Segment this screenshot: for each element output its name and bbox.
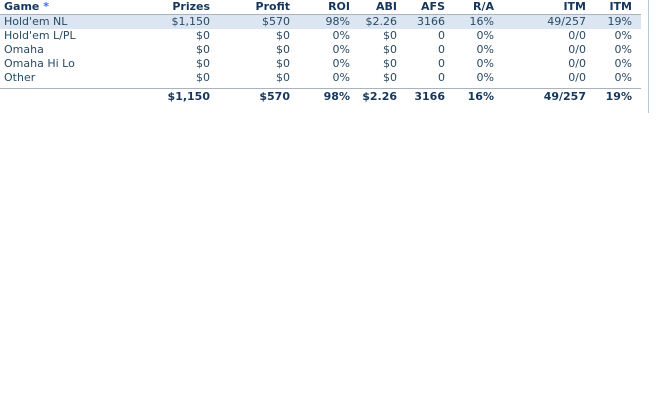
- cell-afs: 0: [438, 71, 445, 84]
- row-holdem-lpl[interactable]: Hold'em L/PL $0 $0 0% $0 0 0% 0/0 0%: [0, 29, 641, 43]
- totals-afs: 3166: [397, 87, 445, 105]
- totals-itm-pct: 19%: [586, 87, 641, 105]
- cell-abi: $2.26: [350, 14, 397, 29]
- row-other[interactable]: Other $0 $0 0% $0 0 0% 0/0 0%: [0, 71, 641, 85]
- totals-abi: $2.26: [350, 87, 397, 105]
- cell-abi: $0: [383, 29, 397, 42]
- cell-afs: 0: [438, 29, 445, 42]
- cell-afs: 0: [438, 57, 445, 70]
- cell-profit: $0: [276, 71, 290, 84]
- cell-profit: $0: [276, 29, 290, 42]
- cell-ra: 0%: [476, 57, 494, 70]
- cell-roi: 0%: [332, 29, 350, 42]
- cell-itm: 0/0: [568, 43, 586, 56]
- cell-prizes: $1,150: [140, 14, 210, 29]
- cell-game: Hold'em L/PL: [4, 29, 76, 42]
- totals-itm: 49/257: [494, 87, 586, 105]
- totals-prizes: $1,150: [140, 87, 210, 105]
- totals-row: $1,150 $570 98% $2.26 3166 16% 49/257 19…: [0, 87, 641, 105]
- cell-roi: 98%: [290, 14, 350, 29]
- column-header-afs[interactable]: AFS: [397, 0, 445, 15]
- cell-ra: 0%: [476, 71, 494, 84]
- cell-profit: $0: [276, 43, 290, 56]
- vertical-divider: [648, 0, 649, 113]
- column-header-roi[interactable]: ROI: [290, 0, 350, 15]
- cell-prizes: $0: [196, 57, 210, 70]
- cell-game: Omaha: [4, 43, 44, 56]
- cell-roi: 0%: [332, 71, 350, 84]
- column-header-game[interactable]: Game *: [0, 0, 140, 15]
- cell-itm-pct: 0%: [614, 71, 632, 84]
- cell-itm: 49/257: [494, 14, 586, 29]
- row-omaha-hi-lo[interactable]: Omaha Hi Lo $0 $0 0% $0 0 0% 0/0 0%: [0, 57, 641, 71]
- column-header-itm-pct[interactable]: ITM: [586, 0, 641, 15]
- cell-roi: 0%: [332, 57, 350, 70]
- cell-itm-pct: 0%: [614, 43, 632, 56]
- cell-ra: 0%: [476, 29, 494, 42]
- header-row: Game * Prizes Profit ROI ABI AFS R/A ITM…: [0, 0, 641, 15]
- cell-itm: 0/0: [568, 57, 586, 70]
- cell-profit: $570: [210, 14, 290, 29]
- cell-afs: 0: [438, 43, 445, 56]
- cell-game: Omaha Hi Lo: [4, 57, 75, 70]
- totals-roi: 98%: [290, 87, 350, 105]
- sort-indicator: *: [43, 0, 49, 13]
- cell-abi: $0: [383, 43, 397, 56]
- cell-itm: 0/0: [568, 71, 586, 84]
- column-header-abi[interactable]: ABI: [350, 0, 397, 15]
- cell-game: Hold'em NL: [0, 14, 140, 29]
- cell-abi: $0: [383, 57, 397, 70]
- cell-itm-pct: 0%: [614, 29, 632, 42]
- cell-prizes: $0: [196, 29, 210, 42]
- column-header-game-label: Game: [4, 0, 40, 13]
- cell-afs: 3166: [397, 14, 445, 29]
- cell-roi: 0%: [332, 43, 350, 56]
- totals-profit: $570: [210, 87, 290, 105]
- column-header-prizes[interactable]: Prizes: [140, 0, 210, 15]
- column-header-itm[interactable]: ITM: [494, 0, 586, 15]
- row-holdem-nl[interactable]: Hold'em NL $1,150 $570 98% $2.26 3166 16…: [0, 14, 641, 29]
- totals-game-cell: [0, 87, 140, 105]
- cell-ra: 0%: [476, 43, 494, 56]
- cell-itm: 0/0: [568, 29, 586, 42]
- cell-abi: $0: [383, 71, 397, 84]
- cell-profit: $0: [276, 57, 290, 70]
- cell-itm-pct: 19%: [586, 14, 641, 29]
- cell-itm-pct: 0%: [614, 57, 632, 70]
- cell-ra: 16%: [445, 14, 494, 29]
- cell-prizes: $0: [196, 43, 210, 56]
- column-header-profit[interactable]: Profit: [210, 0, 290, 15]
- totals-ra: 16%: [445, 87, 494, 105]
- cell-game: Other: [4, 71, 36, 84]
- spacer-row: [0, 85, 641, 88]
- cell-prizes: $0: [196, 71, 210, 84]
- row-omaha[interactable]: Omaha $0 $0 0% $0 0 0% 0/0 0%: [0, 43, 641, 57]
- game-stats-table: Game * Prizes Profit ROI ABI AFS R/A ITM…: [0, 0, 641, 105]
- column-header-ra[interactable]: R/A: [445, 0, 494, 15]
